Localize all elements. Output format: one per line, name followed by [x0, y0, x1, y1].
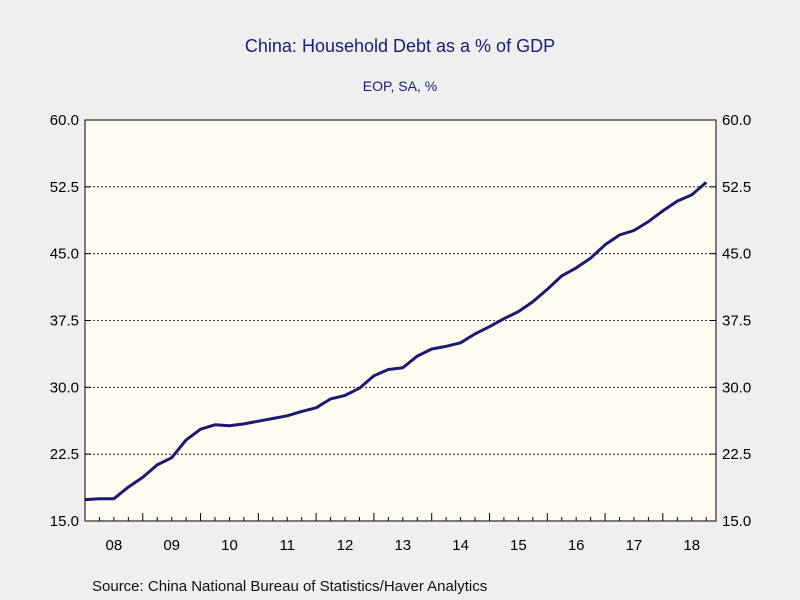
- y-tick-label-right: 22.5: [722, 446, 751, 463]
- x-tick-label: 09: [163, 537, 180, 554]
- y-tick-label-left: 45.0: [50, 246, 79, 263]
- y-tick-label-right: 15.0: [722, 513, 751, 530]
- y-tick-label-left: 15.0: [50, 513, 79, 530]
- y-tick-label-right: 45.0: [722, 246, 751, 263]
- y-tick-label-left: 22.5: [50, 446, 79, 463]
- plot-frame: [84, 119, 717, 522]
- y-tick-label-left: 60.0: [50, 112, 79, 129]
- chart-subtitle: EOP, SA, %: [362, 78, 438, 94]
- y-tick-label-right: 37.5: [722, 313, 751, 330]
- x-tick-label: 17: [626, 537, 643, 554]
- y-axis-left: 15.0 22.5 30.0 37.5 45.0 52.5 60.0: [50, 112, 91, 530]
- chart-source: Source: China National Bureau of Statist…: [92, 578, 488, 595]
- x-tick-label: 18: [683, 537, 700, 554]
- y-tick-label-left: 30.0: [50, 379, 79, 396]
- x-axis: 08 09 10 11 12 13 14 15 16 17 18: [84, 513, 707, 554]
- x-tick-label: 10: [221, 537, 238, 554]
- y-tick-label-left: 37.5: [50, 313, 79, 330]
- y-tick-label-right: 60.0: [722, 112, 751, 129]
- chart-title: China: Household Debt as a % of GDP: [244, 36, 556, 56]
- x-tick-label: 12: [337, 537, 354, 554]
- gridlines: [85, 186, 716, 455]
- x-tick-label: 11: [279, 537, 295, 554]
- y-tick-label-right: 30.0: [722, 379, 751, 396]
- series-line: [84, 181, 708, 502]
- y-tick-label-right: 52.5: [722, 179, 751, 196]
- y-axis-right: 15.0 22.5 30.0 37.5 45.0 52.5 60.0: [710, 112, 751, 530]
- x-tick-label: 15: [510, 537, 527, 554]
- x-tick-label: 16: [568, 537, 585, 554]
- x-tick-label: 14: [452, 537, 469, 554]
- y-tick-label-left: 52.5: [50, 179, 79, 196]
- x-tick-label: 13: [394, 537, 411, 554]
- x-tick-label: 08: [106, 537, 123, 554]
